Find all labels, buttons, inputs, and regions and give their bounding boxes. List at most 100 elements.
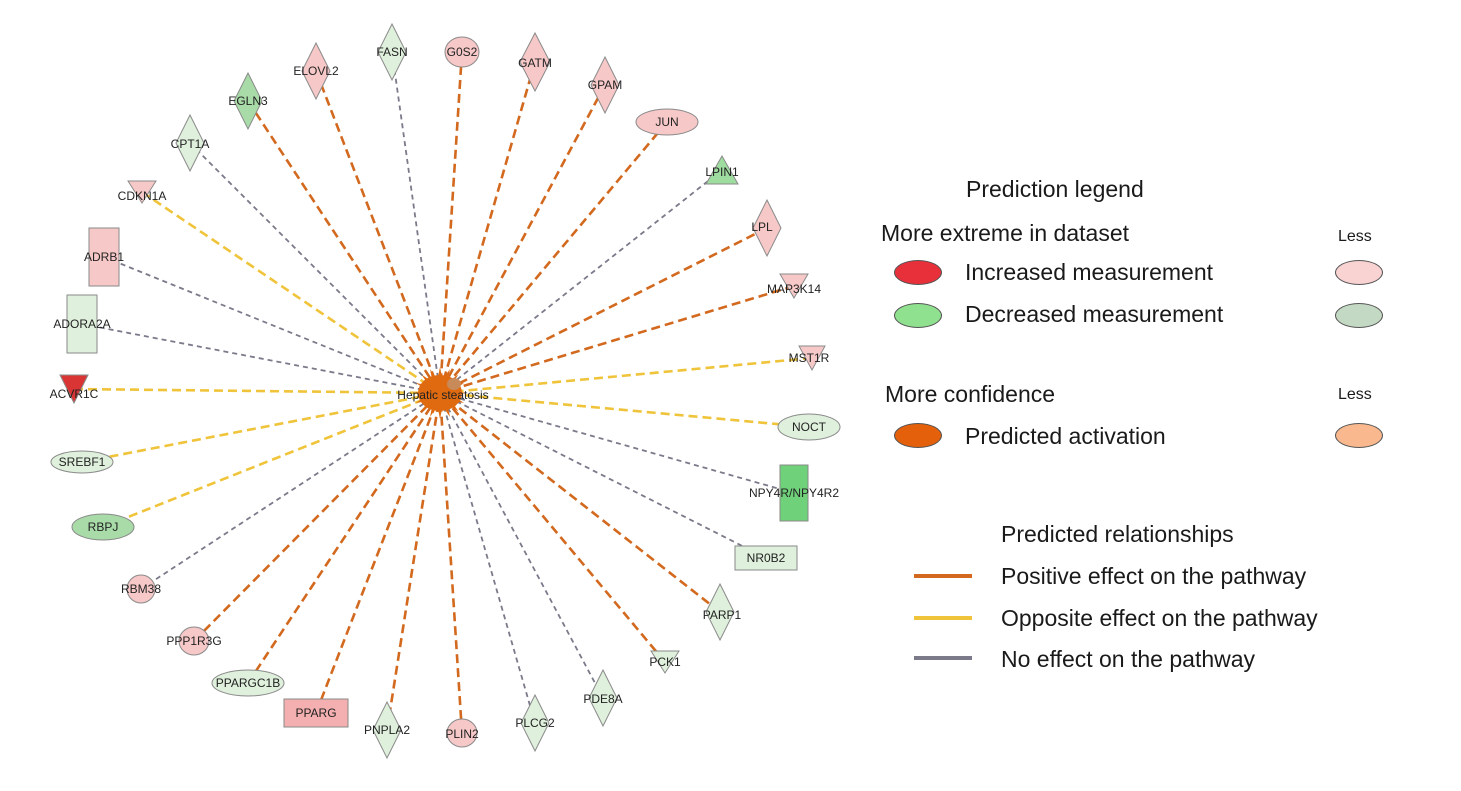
- edge-lpl: [439, 226, 768, 395]
- node-elovl2[interactable]: ELOVL2: [293, 41, 339, 101]
- edge-npy4r: [439, 392, 795, 494]
- node-label-fasn: FASN: [376, 45, 407, 59]
- relationships-title: Predicted relationships: [1001, 521, 1234, 547]
- node-shape-lpin1: [705, 154, 739, 185]
- node-shape-nr0b2: [734, 545, 798, 571]
- node-label-egln3: EGLN3: [228, 94, 268, 108]
- node-label-adora2a: ADORA2A: [53, 317, 110, 331]
- node-shape-cdkn1a: [127, 180, 157, 204]
- node-ppp1r3g[interactable]: PPP1R3G: [166, 626, 222, 656]
- node-parp1[interactable]: PARP1: [703, 582, 742, 642]
- node-label-ppp1r3g: PPP1R3G: [166, 634, 221, 648]
- prediction-legend: Prediction legend More extreme in datase…: [862, 150, 1422, 690]
- node-shape-map3k14: [779, 273, 809, 299]
- center-node-label: Hepatic steatosis: [397, 388, 488, 402]
- node-egln3[interactable]: EGLN3: [228, 71, 268, 131]
- node-label-adrb1: ADRB1: [84, 250, 124, 264]
- relationship-edges: [73, 51, 813, 734]
- node-ppargc1b[interactable]: PPARGC1B: [211, 669, 285, 697]
- opposite-effect-label: Opposite effect on the pathway: [1001, 605, 1318, 631]
- node-shape-adrb1: [88, 227, 120, 287]
- edge-g0s2: [438, 51, 464, 394]
- node-rbpj[interactable]: RBPJ: [71, 513, 135, 541]
- increased-measurement-swatch: [894, 260, 942, 285]
- node-adrb1[interactable]: ADRB1: [84, 227, 124, 287]
- node-label-acvr1c: ACVR1C: [50, 387, 99, 401]
- node-pparg[interactable]: PPARG: [283, 698, 349, 728]
- node-map3k14[interactable]: MAP3K14: [767, 273, 821, 299]
- node-label-lpl: LPL: [751, 220, 773, 234]
- legend-title: Prediction legend: [966, 176, 1144, 202]
- increased-less-swatch: [1335, 260, 1383, 285]
- node-pnpla2[interactable]: PNPLA2: [364, 700, 410, 760]
- node-cpt1a[interactable]: CPT1A: [171, 113, 210, 173]
- node-nr0b2[interactable]: NR0B2: [734, 545, 798, 571]
- edge-mst1r: [439, 356, 813, 395]
- node-label-nr0b2: NR0B2: [747, 551, 786, 565]
- node-shape-ppp1r3g: [178, 626, 210, 656]
- node-acvr1c[interactable]: ACVR1C: [50, 374, 99, 405]
- node-label-gatm: GATM: [518, 56, 552, 70]
- edge-pde8a: [439, 392, 604, 699]
- node-shape-cpt1a: [175, 113, 205, 173]
- node-shape-pde8a: [588, 668, 618, 728]
- node-gpam[interactable]: GPAM: [588, 55, 622, 115]
- edge-srebf1: [81, 391, 441, 464]
- edge-ppp1r3g: [193, 392, 441, 642]
- node-shape-srebf1: [50, 450, 114, 474]
- node-shape-mst1r: [798, 345, 826, 372]
- node-shape-pnpla2: [372, 700, 402, 760]
- edge-egln3: [246, 100, 442, 394]
- increased-measurement-label: Increased measurement: [965, 259, 1214, 285]
- positive-effect-line-swatch: [914, 574, 972, 578]
- node-shape-pparg: [283, 698, 349, 728]
- node-label-parp1: PARP1: [703, 608, 742, 622]
- edge-pnpla2: [385, 392, 442, 731]
- node-npy4r[interactable]: NPY4R/NPY4R2: [749, 464, 839, 522]
- node-plin2[interactable]: PLIN2: [445, 718, 479, 748]
- node-pde8a[interactable]: PDE8A: [583, 668, 623, 728]
- node-cdkn1a[interactable]: CDKN1A: [118, 180, 167, 204]
- node-shape-jun: [635, 108, 699, 136]
- predicted-activation-label: Predicted activation: [965, 423, 1166, 449]
- gene-nodes: G0S2 GATM GPAM JUN LPIN1 LPL MAP3K14 MST1R NOCT N…: [50, 22, 841, 760]
- node-shape-parp1: [705, 582, 735, 642]
- node-mst1r[interactable]: MST1R: [789, 345, 830, 372]
- node-srebf1[interactable]: SREBF1: [50, 450, 114, 474]
- edge-pck1: [439, 392, 666, 663]
- node-jun[interactable]: JUN: [635, 108, 699, 136]
- edge-plin2: [438, 392, 464, 734]
- node-noct[interactable]: NOCT: [777, 413, 841, 441]
- node-lpin1[interactable]: LPIN1: [705, 154, 739, 185]
- edge-plcg2: [439, 392, 536, 724]
- node-lpl[interactable]: LPL: [751, 198, 782, 258]
- node-label-pck1: PCK1: [649, 655, 681, 669]
- edge-adora2a: [81, 323, 441, 394]
- activation-less-swatch: [1335, 423, 1383, 448]
- node-shape-plcg2: [520, 693, 550, 753]
- edge-map3k14: [439, 284, 795, 395]
- predicted-activation-swatch: [894, 423, 942, 448]
- edge-nr0b2: [439, 392, 767, 559]
- edge-adrb1: [103, 256, 441, 394]
- node-shape-gatm: [519, 31, 551, 93]
- node-adora2a[interactable]: ADORA2A: [53, 294, 111, 354]
- node-label-mst1r: MST1R: [789, 351, 830, 365]
- node-rbm38[interactable]: RBM38: [121, 574, 161, 604]
- node-fasn[interactable]: FASN: [376, 22, 408, 82]
- node-gatm[interactable]: GATM: [518, 31, 552, 93]
- edge-gatm: [438, 61, 537, 394]
- decreased-measurement-swatch: [894, 303, 942, 328]
- legend-confidence-heading: More confidence: [885, 381, 1056, 407]
- edge-parp1: [439, 391, 721, 614]
- node-shape-rbpj: [71, 513, 135, 541]
- node-label-pnpla2: PNPLA2: [364, 723, 410, 737]
- node-plcg2[interactable]: PLCG2: [515, 693, 555, 753]
- center-node-hepatic-steatosis[interactable]: Hepatic steatosis: [397, 367, 489, 419]
- node-label-cpt1a: CPT1A: [171, 137, 210, 151]
- node-label-plin2: PLIN2: [445, 727, 479, 741]
- edge-gpam: [438, 84, 607, 394]
- node-g0s2[interactable]: G0S2: [444, 36, 480, 68]
- node-pck1[interactable]: PCK1: [649, 650, 681, 674]
- node-label-rbm38: RBM38: [121, 582, 161, 596]
